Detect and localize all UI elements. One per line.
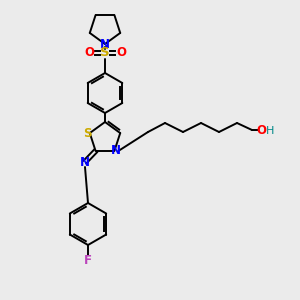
Text: H: H	[266, 126, 274, 136]
Text: O: O	[84, 46, 94, 59]
Text: F: F	[84, 254, 92, 268]
Text: N: N	[80, 155, 90, 169]
Text: O: O	[256, 124, 266, 136]
Text: O: O	[116, 46, 126, 59]
Text: S: S	[83, 127, 92, 140]
Text: N: N	[100, 38, 110, 50]
Text: N: N	[110, 144, 120, 158]
Text: S: S	[100, 46, 110, 59]
